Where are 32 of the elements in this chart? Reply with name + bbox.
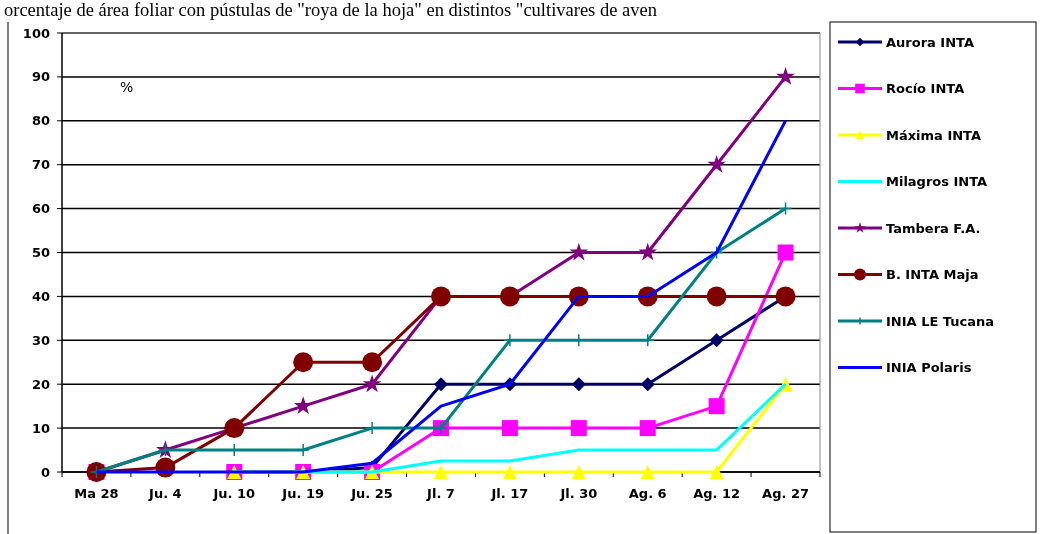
legend-label: Máxima INTA: [886, 127, 982, 143]
x-tick-label: Ju. 10: [212, 486, 256, 501]
x-tick-label: Jl. 17: [490, 486, 529, 501]
x-tick-label: Ju. 19: [281, 486, 325, 501]
y-tick-label: 100: [22, 25, 50, 41]
y-tick-label: 0: [40, 464, 50, 480]
legend-label: Aurora INTA: [886, 34, 975, 50]
x-tick-label: Ag. 12: [693, 486, 741, 501]
y-axis-title: %: [120, 79, 134, 95]
x-tick-label: Ju. 4: [148, 486, 182, 501]
legend-label: B. INTA Maja: [886, 267, 979, 283]
legend-label: Rocío INTA: [886, 81, 965, 97]
x-tick-label: Ju. 25: [350, 486, 393, 501]
legend-label: Milagros INTA: [886, 174, 988, 190]
x-tick-label: Ag. 6: [628, 486, 667, 501]
x-tick-label: Jl. 30: [559, 486, 598, 501]
y-tick-label: 70: [31, 157, 50, 173]
y-tick-label: 40: [31, 288, 50, 304]
y-tick-label: 90: [31, 69, 50, 85]
y-tick-label: 60: [31, 201, 50, 217]
y-tick-label: 50: [31, 245, 50, 261]
legend-label: Tambera F.A.: [886, 220, 981, 236]
y-tick-label: 30: [31, 332, 50, 348]
x-tick-label: Ma 28: [74, 486, 119, 501]
y-tick-label: 80: [31, 113, 50, 129]
y-tick-label: 10: [31, 420, 50, 436]
chart-title: orcentaje de área foliar con pústulas de "roya de la hoja" en distintos "cultivares de aven: [4, 0, 657, 20]
legend-label: INIA Polaris: [886, 360, 972, 376]
x-tick-label: Ag. 27: [762, 486, 810, 501]
x-tick-label: Jl. 7: [426, 486, 455, 501]
legend-label: INIA LE Tucana: [886, 313, 995, 329]
y-tick-label: 20: [31, 376, 50, 392]
